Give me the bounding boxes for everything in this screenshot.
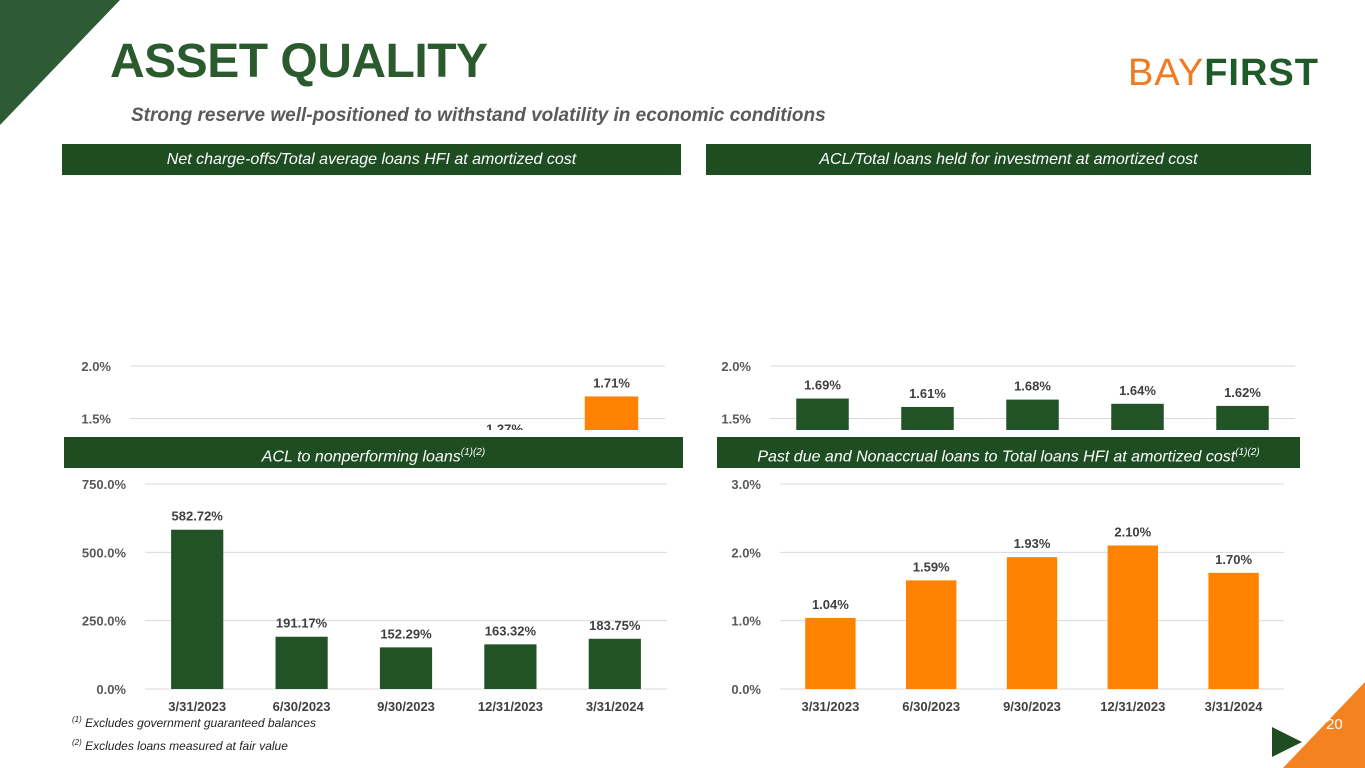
chart-1-svg: 0.0%0.5%1.0%1.5%2.0%1.05%Q4 20221.15%Q1 …	[81, 359, 665, 430]
data-label: 1.93%	[1014, 536, 1051, 551]
bar	[171, 529, 224, 689]
x-tick-label: 3/31/2024	[586, 699, 645, 714]
bar	[1006, 557, 1058, 689]
data-label: 1.69%	[804, 378, 841, 393]
x-tick-label: 6/30/2023	[902, 699, 960, 714]
y-tick-label: 2.0%	[81, 359, 111, 374]
data-label: 582.72%	[172, 509, 224, 524]
footnote-1-text: Excludes government guaranteed balances	[85, 716, 316, 730]
y-tick-label: 1.5%	[721, 412, 751, 427]
chart-2-header: ACL/Total loans held for investment at a…	[706, 144, 1311, 175]
y-tick-label: 3.0%	[731, 477, 761, 492]
x-tick-label: 3/31/2023	[168, 699, 226, 714]
data-label: 1.64%	[1119, 383, 1156, 398]
logo-first-text: FIRST	[1204, 52, 1319, 94]
footnote-1-marker: (1)	[72, 715, 82, 724]
chart-acl-nonperforming: 0.0% 250.0% 500.0% 750.0% 582.72% 3/31/2023 19…	[0, 180, 680, 725]
footnote-2-marker: (2)	[72, 738, 82, 747]
data-label: 183.75%	[589, 618, 641, 633]
y-tick-label: 2.0%	[731, 545, 761, 560]
chart-3-svg: 0.0% 250.0% 500.0% 750.0% 582.72% 3/31/2023 19…	[82, 477, 667, 714]
bar	[1216, 405, 1269, 430]
data-label: 1.27%	[486, 422, 523, 430]
data-label: 1.04%	[812, 597, 849, 612]
y-tick-label: 0.0%	[96, 682, 126, 697]
page-subtitle: Strong reserve well-positioned to withst…	[131, 105, 826, 126]
bar	[379, 647, 433, 689]
y-tick-label: 2.0%	[721, 359, 751, 374]
data-label: 152.29%	[380, 626, 432, 641]
bar	[1111, 403, 1164, 430]
footnote-1: (1) Excludes government guaranteed balan…	[72, 715, 316, 730]
x-tick-label: 3/31/2024	[1205, 699, 1264, 714]
chart-past-due-nonaccrual: 0.0% 1.0% 2.0% 3.0% 1.04% 3/31/2023 1.59% 6/30/…	[0, 180, 1320, 725]
chart-4-header-sup: (1)(2)	[1235, 447, 1260, 458]
x-tick-label: 3/31/2023	[801, 699, 859, 714]
bar	[484, 644, 537, 689]
data-label: 1.70%	[1215, 552, 1252, 567]
chart-1-header-text: Net charge-offs/Total average loans HFI …	[166, 151, 577, 168]
data-label: 1.62%	[1224, 385, 1261, 400]
page-title: ASSET QUALITY	[110, 35, 488, 88]
bayfirst-logo: BAYFIRST	[1128, 52, 1319, 95]
chart-4-svg: 0.0% 1.0% 2.0% 3.0% 1.04% 3/31/2023 1.59% 6/30/…	[731, 477, 1284, 714]
x-tick-label: 9/30/2023	[1003, 699, 1061, 714]
chart-net-charge-offs: 0.0%0.5%1.0%1.5%2.0%1.05%Q4 20221.15%Q1 …	[0, 180, 680, 430]
data-label: 1.59%	[913, 559, 950, 574]
bar	[275, 636, 328, 689]
y-tick-label: 0.0%	[731, 682, 761, 697]
chart-2-svg: 0.0%0.5%1.0%1.5%2.0%1.69%3/31/20231.61%6…	[721, 359, 1295, 430]
corner-decoration	[0, 0, 120, 125]
bar	[805, 617, 856, 689]
play-arrow-icon	[1272, 727, 1302, 757]
data-label: 2.10%	[1114, 525, 1151, 540]
chart-2-header-text: ACL/Total loans held for investment at a…	[819, 151, 1198, 168]
logo-bay-text: BAY	[1128, 52, 1205, 94]
y-tick-label: 250.0%	[82, 614, 127, 629]
x-tick-label: 12/31/2023	[1100, 699, 1165, 714]
chart-acl-total-loans: 0.0%0.5%1.0%1.5%2.0%1.69%3/31/20231.61%6…	[0, 180, 1320, 430]
page-number: 20	[1326, 716, 1343, 733]
bar	[796, 398, 849, 430]
bar	[1107, 545, 1158, 689]
data-label: 191.17%	[276, 616, 328, 631]
y-tick-label: 1.5%	[81, 412, 111, 427]
chart-3-header: ACL to nonperforming loans(1)(2)	[64, 437, 683, 468]
x-tick-label: 6/30/2023	[273, 699, 331, 714]
chart-3-header-sup: (1)(2)	[460, 447, 486, 458]
bar	[901, 406, 954, 430]
data-label: 1.68%	[1014, 379, 1051, 394]
y-tick-label: 500.0%	[82, 545, 127, 560]
data-label: 163.32%	[485, 623, 537, 638]
x-tick-label: 12/31/2023	[478, 699, 543, 714]
chart-4-header-text: Past due and Nonaccrual loans to Total l…	[757, 448, 1236, 466]
bar	[584, 396, 639, 430]
y-tick-label: 1.0%	[731, 614, 761, 629]
data-label: 1.71%	[593, 375, 630, 390]
bar	[906, 580, 957, 689]
x-tick-label: 9/30/2023	[377, 699, 435, 714]
bar	[1208, 572, 1259, 689]
data-label: 1.61%	[909, 386, 946, 401]
chart-3-header-text: ACL to nonperforming loans	[261, 448, 461, 466]
y-tick-label: 750.0%	[82, 477, 127, 492]
bar	[1006, 399, 1059, 430]
chart-1-header: Net charge-offs/Total average loans HFI …	[62, 144, 681, 175]
footnote-2-text: Excludes loans measured at fair value	[85, 739, 288, 753]
bar	[588, 638, 641, 689]
footnote-2: (2) Excludes loans measured at fair valu…	[72, 738, 288, 753]
chart-4-header: Past due and Nonaccrual loans to Total l…	[717, 437, 1300, 468]
